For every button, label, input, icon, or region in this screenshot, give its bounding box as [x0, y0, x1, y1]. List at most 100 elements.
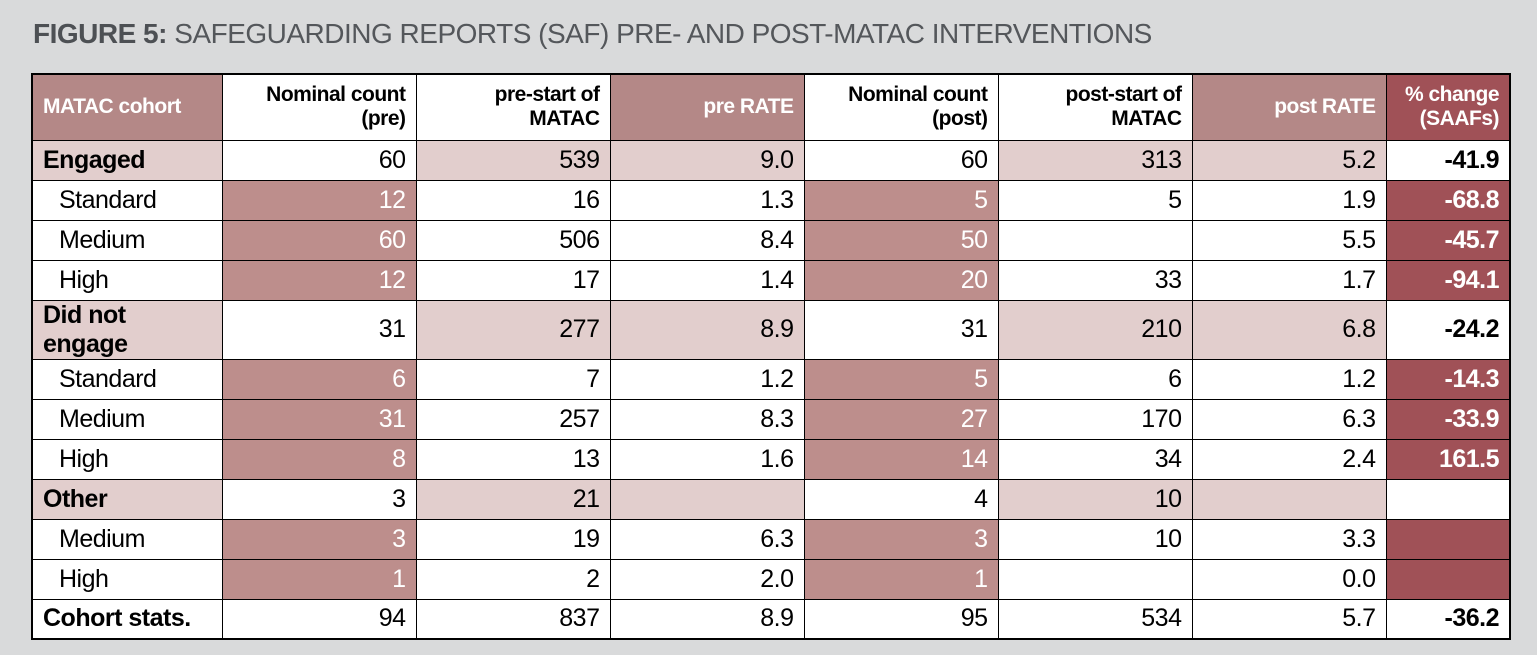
data-cell: 33 — [997, 259, 1193, 301]
data-cell — [1385, 518, 1511, 560]
row-label-cell: High — [31, 558, 223, 600]
data-cell — [609, 478, 805, 520]
header-pre-rate: pre RATE — [609, 73, 805, 141]
data-cell: -45.7 — [1385, 219, 1511, 261]
data-cell: 1.2 — [609, 358, 805, 400]
data-cell: 4 — [803, 478, 999, 520]
data-cell: 10 — [997, 478, 1193, 520]
table-row: Other 3 21 4 10 — [31, 478, 1511, 520]
data-cell: 277 — [415, 299, 611, 360]
table-row: High 1 2 2.0 1 0.0 — [31, 558, 1511, 600]
data-cell: 210 — [997, 299, 1193, 360]
data-cell: 20 — [803, 259, 999, 301]
row-label-cell: High — [31, 438, 223, 480]
table-row: Medium 31 257 8.3 27 170 6.3 -33.9 — [31, 398, 1511, 440]
data-cell: 8 — [221, 438, 417, 480]
data-cell: 2.0 — [609, 558, 805, 600]
data-cell: 1 — [803, 558, 999, 600]
data-cell: 1.4 — [609, 259, 805, 301]
data-cell: -36.2 — [1385, 598, 1511, 640]
safeguarding-reports-table: MATAC cohort Nominal count (pre) pre-star… — [31, 73, 1511, 640]
data-cell: -41.9 — [1385, 139, 1511, 181]
figure-title-prefix: FIGURE 5: — [33, 18, 167, 49]
data-cell: 170 — [997, 398, 1193, 440]
data-cell: 257 — [415, 398, 611, 440]
row-label-cell: Cohort stats. — [31, 598, 223, 640]
data-cell: 313 — [997, 139, 1193, 181]
data-cell: 19 — [415, 518, 611, 560]
data-cell: 12 — [221, 179, 417, 221]
data-cell: 34 — [997, 438, 1193, 480]
data-cell: 837 — [415, 598, 611, 640]
data-cell: 8.9 — [609, 299, 805, 360]
data-cell: 95 — [803, 598, 999, 640]
figure-title-text: SAFEGUARDING REPORTS (SAF) PRE- AND POST… — [166, 18, 1152, 49]
data-cell: 3 — [221, 518, 417, 560]
data-cell: 9.0 — [609, 139, 805, 181]
row-label-cell: Other — [31, 478, 223, 520]
table-row: Did not engage 31 277 8.9 31 210 6.8 -24.2 — [31, 299, 1511, 360]
data-cell: 1 — [221, 558, 417, 600]
header-nominal-count-post: Nominal count (post) — [803, 73, 999, 141]
data-cell: 6 — [997, 358, 1193, 400]
data-cell: 8.3 — [609, 398, 805, 440]
data-cell: 534 — [997, 598, 1193, 640]
data-cell — [1385, 558, 1511, 600]
data-cell: 50 — [803, 219, 999, 261]
data-cell: -94.1 — [1385, 259, 1511, 301]
data-cell: -14.3 — [1385, 358, 1511, 400]
table-row: Standard 12 16 1.3 5 5 1.9 -68.8 — [31, 179, 1511, 221]
header-nominal-count-pre: Nominal count (pre) — [221, 73, 417, 141]
table-row: Standard 6 7 1.2 5 6 1.2 -14.3 — [31, 358, 1511, 400]
data-cell: 60 — [221, 139, 417, 181]
data-cell: 0.0 — [1191, 558, 1387, 600]
data-cell: 3.3 — [1191, 518, 1387, 560]
data-cell: 94 — [221, 598, 417, 640]
header-pre-start-of-matac: pre-start of MATAC — [415, 73, 611, 141]
header-post-start-of-matac: post-start of MATAC — [997, 73, 1193, 141]
row-label-cell: Standard — [31, 358, 223, 400]
data-cell: 5.2 — [1191, 139, 1387, 181]
table-row: High 8 13 1.6 14 34 2.4 161.5 — [31, 438, 1511, 480]
data-cell: 31 — [221, 299, 417, 360]
data-cell — [997, 219, 1193, 261]
data-cell: 16 — [415, 179, 611, 221]
data-cell: -33.9 — [1385, 398, 1511, 440]
row-label-cell: Did not engage — [31, 299, 223, 360]
data-cell: -24.2 — [1385, 299, 1511, 360]
data-cell: 27 — [803, 398, 999, 440]
row-label-cell: Medium — [31, 518, 223, 560]
data-cell: 13 — [415, 438, 611, 480]
row-label-cell: Engaged — [31, 139, 223, 181]
data-cell: 31 — [803, 299, 999, 360]
row-label-cell: Medium — [31, 219, 223, 261]
header-pct-change-saafs: % change (SAAFs) — [1385, 73, 1511, 141]
data-cell — [1191, 478, 1387, 520]
table-row: Medium 3 19 6.3 3 10 3.3 — [31, 518, 1511, 560]
data-cell: 5 — [997, 179, 1193, 221]
data-cell: 6 — [221, 358, 417, 400]
row-label-cell: Standard — [31, 179, 223, 221]
data-cell: 2.4 — [1191, 438, 1387, 480]
data-cell: 506 — [415, 219, 611, 261]
figure-title: FIGURE 5: SAFEGUARDING REPORTS (SAF) PRE… — [33, 18, 1152, 50]
data-cell: 1.7 — [1191, 259, 1387, 301]
data-cell: 1.9 — [1191, 179, 1387, 221]
data-cell: 14 — [803, 438, 999, 480]
header-matac-cohort: MATAC cohort — [31, 73, 223, 141]
data-cell: 17 — [415, 259, 611, 301]
data-cell: 10 — [997, 518, 1193, 560]
data-cell: 8.4 — [609, 219, 805, 261]
data-cell: 6.8 — [1191, 299, 1387, 360]
data-cell: 5.5 — [1191, 219, 1387, 261]
row-label-cell: Medium — [31, 398, 223, 440]
data-cell: 1.2 — [1191, 358, 1387, 400]
data-cell: 12 — [221, 259, 417, 301]
data-cell: 5.7 — [1191, 598, 1387, 640]
header-post-rate: post RATE — [1191, 73, 1387, 141]
table-body: Engaged 60 539 9.0 60 313 5.2 -41.9 Standard 12 16… — [31, 139, 1511, 640]
data-cell: 60 — [803, 139, 999, 181]
data-cell — [997, 558, 1193, 600]
data-cell: 7 — [415, 358, 611, 400]
